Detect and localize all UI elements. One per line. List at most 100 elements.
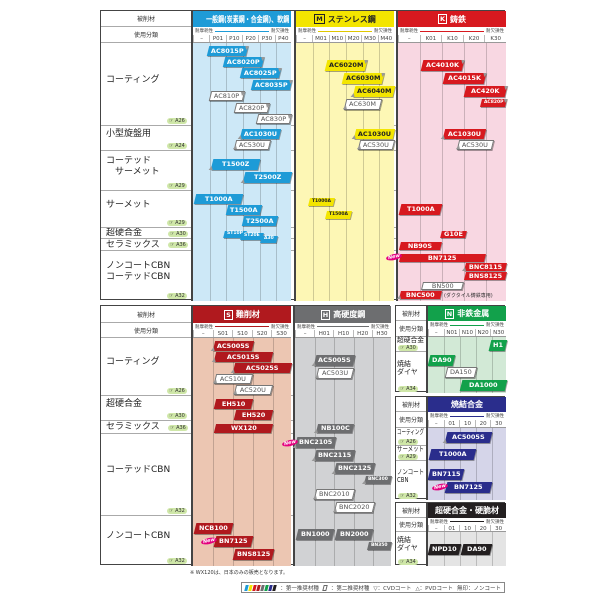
grade-chip[interactable]: AC6020M	[324, 59, 370, 71]
page-ref-badge[interactable]: ☞ A29	[167, 183, 187, 189]
grade-chip[interactable]: AC8025P	[239, 68, 282, 79]
grade-chip[interactable]: DA1000	[459, 379, 508, 391]
grade-chip[interactable]: NB100C	[313, 423, 354, 432]
grade-chip[interactable]: AC1030U	[351, 128, 396, 138]
grade-chip[interactable]: BNC8115	[462, 263, 507, 271]
page-ref-badge[interactable]: ☞ A36	[168, 424, 188, 431]
page-ref-badge[interactable]: ☞ A29	[167, 220, 187, 226]
grade-chip[interactable]: AC5005S	[312, 355, 356, 366]
cvd-coat-icon	[288, 79, 294, 84]
classification-code: S30	[271, 330, 291, 337]
wear-resistance-label: 耐摩耗性	[298, 29, 316, 34]
grade-chip[interactable]: BNC2010	[312, 489, 356, 500]
grade-chip[interactable]: T2500A	[242, 216, 279, 226]
page-ref-badge[interactable]: ☞ A26	[398, 439, 418, 445]
grade-chip[interactable]: H1	[488, 339, 508, 350]
page-ref-badge[interactable]: ☞ A26	[167, 388, 187, 394]
grade-chip[interactable]: AC5005S	[442, 431, 493, 443]
grade-chip[interactable]: DA150	[444, 367, 477, 379]
grade-chip[interactable]: AC6030M	[341, 72, 386, 84]
grade-chip[interactable]: BN1000	[295, 529, 335, 540]
grade-chip[interactable]: BNS8125	[232, 548, 275, 560]
page-ref-badge[interactable]: ☞ A32	[398, 493, 418, 499]
grade-chip[interactable]: AC503U	[314, 368, 355, 379]
grade-chip[interactable]: NB90S	[399, 241, 442, 249]
grade-chip[interactable]: G10E	[440, 230, 467, 238]
grade-chip[interactable]: NCB100	[193, 522, 234, 534]
grade-chip[interactable]: EH520	[233, 409, 274, 419]
grade-chip[interactable]: AC530U	[456, 139, 494, 149]
grade-chip[interactable]: DA90	[427, 354, 456, 366]
page-ref-badge[interactable]: ☞ A30	[168, 230, 188, 237]
grade-chip[interactable]: BN350	[367, 542, 392, 550]
grade-chip[interactable]: AC530U	[357, 139, 396, 149]
grade-chip[interactable]: AC4015K	[442, 72, 488, 84]
section-header: S 難削材	[193, 306, 291, 323]
grade-chip[interactable]: AC1030U	[440, 128, 487, 138]
grade-chip[interactable]: AC8035P	[251, 79, 294, 90]
material-label: 被削材	[396, 503, 426, 518]
grade-chip[interactable]: BNC2125	[331, 463, 376, 474]
page-ref-badge[interactable]: ☞ A36	[168, 242, 188, 248]
grade-chip[interactable]: AC830P	[255, 114, 293, 124]
page-ref-badge[interactable]: ☞ A32	[167, 293, 187, 299]
grade-chip[interactable]: AC8015P	[206, 45, 249, 56]
section-header: 超硬合金・硬脆材	[428, 503, 506, 518]
grade-chip[interactable]: BN2000	[334, 529, 374, 540]
grade-chip[interactable]: T1500Z	[208, 159, 261, 170]
grade-chip[interactable]: T1000A	[307, 197, 336, 206]
page-ref-badge[interactable]: ☞ A29	[398, 454, 418, 460]
page-ref-badge[interactable]: ☞ A34	[398, 559, 418, 565]
grade-chip[interactable]: BNC500	[397, 291, 442, 299]
grade-chip[interactable]: AC6040M	[350, 85, 396, 97]
page-ref-badge[interactable]: ☞ A34	[398, 386, 418, 392]
grade-chip[interactable]: BNC2115	[311, 450, 356, 461]
grade-chip[interactable]: BNS8125	[464, 272, 507, 281]
grade-chip[interactable]: BNC300	[362, 476, 392, 484]
section-H: H 高硬度鋼 耐摩耗性 耐欠損性 – H01 H10 H20 H30 AC5005S AC503U N…	[281, 306, 392, 566]
grade-chip[interactable]: AC810P	[208, 91, 246, 102]
page-ref-badge[interactable]: ☞ A30	[398, 345, 418, 351]
grade-chip[interactable]: T2500Z	[240, 172, 293, 183]
grade-chip[interactable]: BN7125	[444, 481, 493, 493]
grade-chip[interactable]: T1500A	[324, 210, 352, 219]
grade-chip[interactable]: AC820P	[479, 98, 508, 107]
grade-chip[interactable]: BN500	[421, 281, 464, 290]
page-ref-badge[interactable]: ☞ A32	[167, 508, 187, 514]
grade-chip[interactable]: AC5025S	[230, 362, 293, 372]
grade-chip[interactable]: AC820P	[233, 102, 271, 113]
page-ref-badge[interactable]: ☞ A26	[167, 118, 187, 124]
page-ref-badge[interactable]: ☞ A32	[167, 558, 187, 564]
grade-chip[interactable]: NPD10	[427, 543, 462, 555]
grade-chip[interactable]: DA90	[460, 543, 493, 555]
double-arrow-icon	[317, 326, 369, 327]
usage-label: 使用分類	[101, 323, 191, 338]
grade-chip[interactable]: AC630M	[343, 98, 383, 110]
grade-name: T1000A	[406, 205, 435, 214]
grade-chip[interactable]: AC530U	[232, 139, 271, 149]
grade-chip[interactable]: T1000A	[428, 448, 477, 459]
grade-chip[interactable]: BNC2105	[292, 437, 337, 448]
grade-chip[interactable]: AC5015S	[211, 351, 274, 361]
section-title: 難削材	[235, 310, 260, 319]
grade-chip[interactable]: T1500A	[225, 204, 262, 215]
grade-chip[interactable]: AC4010K	[420, 59, 466, 71]
grade-chip[interactable]: A30	[259, 235, 278, 243]
grade-chip[interactable]: BN7125	[213, 535, 254, 547]
page-ref-badge[interactable]: ☞ A24	[167, 143, 187, 149]
grade-chip[interactable]: AC520U	[233, 384, 274, 394]
grade-chip[interactable]: BN7115	[427, 468, 465, 480]
grade-chip[interactable]: AC8020P	[222, 56, 266, 67]
grade-chip[interactable]: EH510	[213, 398, 254, 408]
grade-chip[interactable]: T1000A	[398, 204, 443, 215]
grade-chip[interactable]: AC1030U	[237, 128, 281, 138]
cvd-coat-icon	[364, 59, 370, 64]
grade-chip[interactable]: AC420K	[463, 85, 509, 97]
grade-chip[interactable]: WX120	[213, 423, 274, 432]
grade-chip[interactable]: AC510U	[213, 373, 254, 383]
grade-chip[interactable]: BNC2020	[332, 502, 376, 513]
grade-chip[interactable]: AC5005S	[211, 340, 254, 350]
grade-chip[interactable]: BN7125	[399, 253, 486, 262]
page-ref-badge[interactable]: ☞ A30	[167, 413, 187, 419]
grade-chip[interactable]: T1000A	[193, 193, 244, 204]
